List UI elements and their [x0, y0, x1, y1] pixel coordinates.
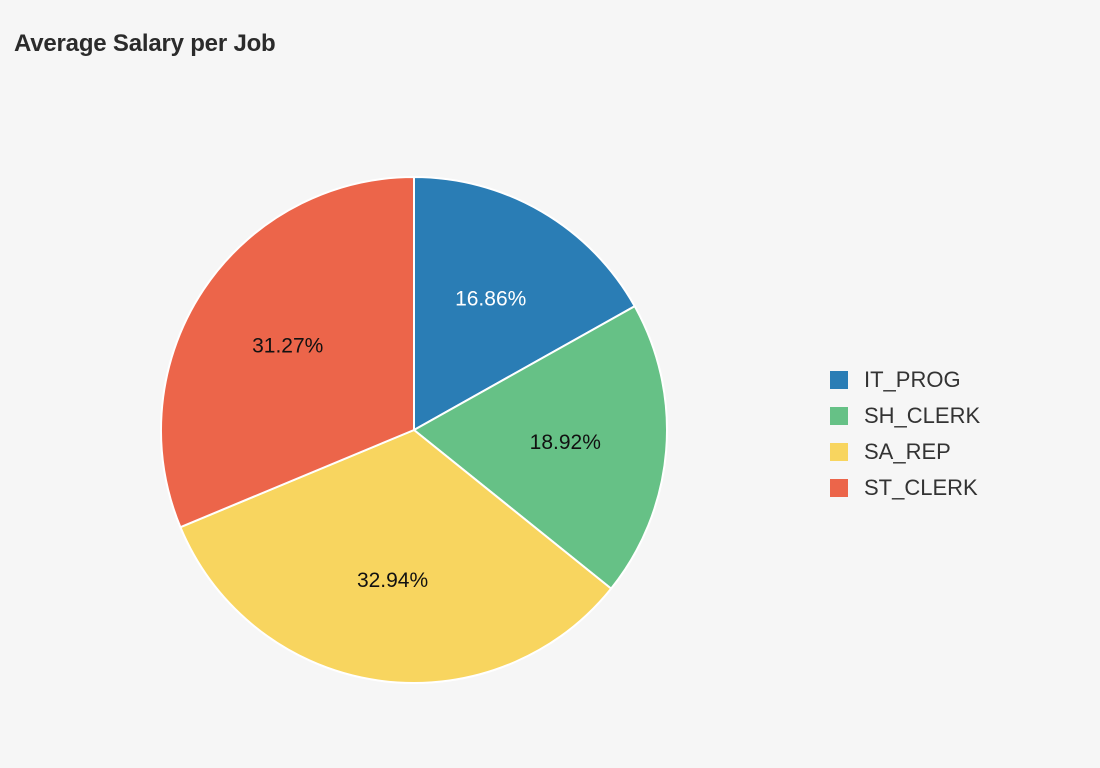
legend-item-it-prog[interactable]: IT_PROG: [830, 362, 980, 398]
legend: IT_PROG SH_CLERK SA_REP ST_CLERK: [830, 362, 980, 506]
pie-slice-labels: 16.86% 18.92% 32.94% 31.27%: [252, 288, 601, 592]
legend-label-it-prog: IT_PROG: [864, 367, 961, 392]
legend-item-sh-clerk[interactable]: SH_CLERK: [830, 398, 980, 434]
legend-label-sh-clerk: SH_CLERK: [864, 403, 981, 428]
legend-label-sa-rep: SA_REP: [864, 439, 951, 464]
pie-slices: [160, 175, 668, 684]
slice-label-sh-clerk: 18.92%: [530, 431, 601, 454]
legend-item-st-clerk[interactable]: ST_CLERK: [830, 470, 980, 506]
pie-slice-sa-rep[interactable]: [179, 428, 613, 684]
legend-swatch-sh-clerk: [830, 407, 848, 425]
slice-label-it-prog: 16.86%: [455, 288, 526, 311]
legend-swatch-st-clerk: [830, 479, 848, 497]
slice-label-st-clerk: 31.27%: [252, 334, 323, 357]
legend-item-sa-rep[interactable]: SA_REP: [830, 434, 980, 470]
legend-swatch-it-prog: [830, 371, 848, 389]
pie-slice-it-prog[interactable]: [413, 175, 636, 432]
legend-swatch-sa-rep: [830, 443, 848, 461]
legend-label-st-clerk: ST_CLERK: [864, 475, 978, 500]
pie-slice-st-clerk[interactable]: [160, 175, 415, 529]
chart-title: Average Salary per Job: [14, 30, 276, 57]
slice-label-sa-rep: 32.94%: [357, 569, 428, 592]
pie-slice-sh-clerk[interactable]: [412, 304, 668, 591]
